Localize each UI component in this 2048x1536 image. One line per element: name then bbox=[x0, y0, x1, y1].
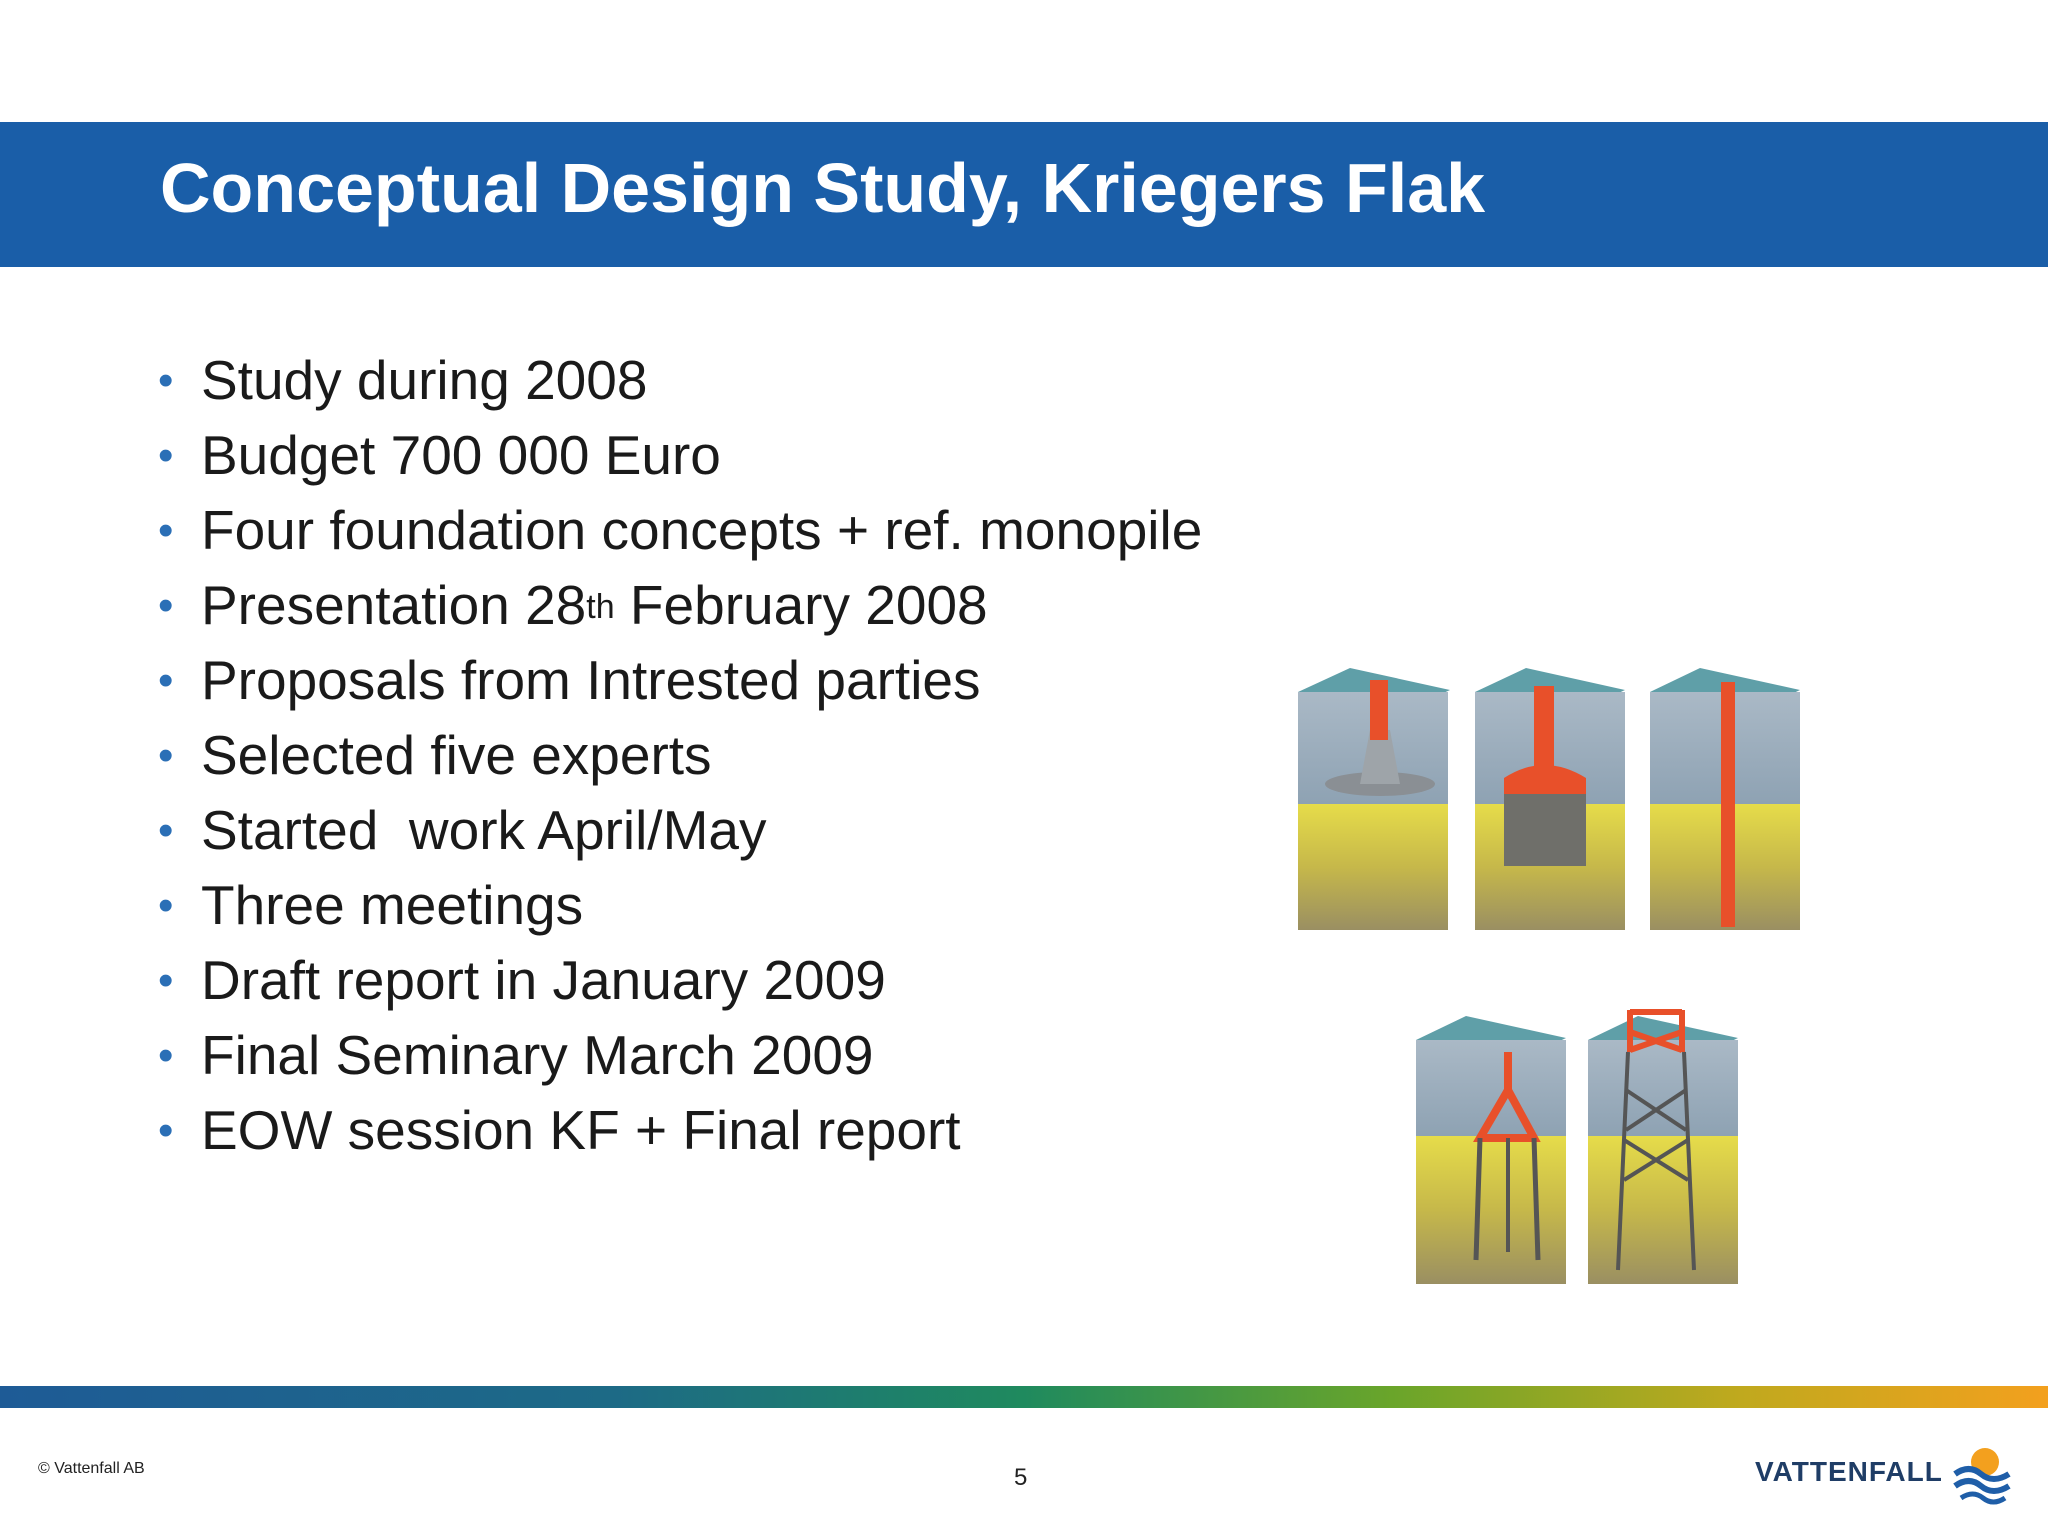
bullet-dot: • bbox=[158, 581, 174, 630]
bullet-dot: • bbox=[158, 806, 174, 855]
bullet-text: EOW session KF + Final report bbox=[201, 1099, 961, 1161]
bullet-dot: • bbox=[158, 356, 174, 405]
bullet-superscript: th bbox=[586, 588, 615, 626]
bullet-list: • Study during 2008 • Budget 700 000 Euro … bbox=[155, 343, 1202, 1168]
bullet-item: • Started work April/May bbox=[155, 793, 1202, 868]
bullet-dot: • bbox=[158, 656, 174, 705]
bullet-text-continued: February 2008 bbox=[614, 574, 988, 636]
bullet-item: • Final Seminary March 2009 bbox=[155, 1018, 1202, 1093]
bullet-text: Presentation 28 bbox=[201, 574, 587, 636]
bullet-item: • Three meetings bbox=[155, 868, 1202, 943]
slide-title: Conceptual Design Study, Kriegers Flak bbox=[160, 149, 1486, 227]
bullet-text: Three meetings bbox=[201, 874, 584, 936]
bullet-item: • Budget 700 000 Euro bbox=[155, 418, 1202, 493]
jacket-foundation-icon bbox=[1588, 1009, 1738, 1284]
bullet-text: Draft report in January 2009 bbox=[201, 949, 886, 1011]
bullet-text: Started work April/May bbox=[201, 799, 767, 861]
foundation-concepts-figure bbox=[1298, 668, 1800, 1284]
copyright-text: © Vattenfall AB bbox=[38, 1460, 145, 1477]
bullet-dot: • bbox=[158, 1031, 174, 1080]
vattenfall-logo: VATTENFALL bbox=[1755, 1440, 2015, 1506]
bullet-dot: • bbox=[158, 431, 174, 480]
bullet-item: • Presentation 28th February 2008 bbox=[155, 568, 1202, 643]
bullet-dot: • bbox=[158, 956, 174, 1005]
gravity-foundation-icon bbox=[1298, 668, 1450, 930]
tripod-foundation-icon bbox=[1416, 1016, 1566, 1284]
bullet-item: • Study during 2008 bbox=[155, 343, 1202, 418]
bullet-item: • Four foundation concepts + ref. monopil… bbox=[155, 493, 1202, 568]
bullet-text: Budget 700 000 Euro bbox=[201, 424, 721, 486]
bullet-item: • Draft report in January 2009 bbox=[155, 943, 1202, 1018]
monopile-foundation-icon bbox=[1650, 668, 1800, 930]
logo-sun-wave-icon bbox=[1953, 1448, 2011, 1505]
bullet-item: • EOW session KF + Final report bbox=[155, 1093, 1202, 1168]
footer-gradient-bar bbox=[0, 1386, 2048, 1408]
suction-bucket-foundation-icon bbox=[1475, 668, 1625, 930]
page-number: 5 bbox=[1014, 1464, 1028, 1491]
bullet-text: Final Seminary March 2009 bbox=[201, 1024, 874, 1086]
bullet-dot: • bbox=[158, 731, 174, 780]
bullet-dot: • bbox=[158, 506, 174, 555]
bullet-text: Proposals from Intrested parties bbox=[201, 649, 981, 711]
logo-wordmark: VATTENFALL bbox=[1755, 1456, 1943, 1487]
bullet-item: • Proposals from Intrested parties bbox=[155, 643, 1202, 718]
bullet-text: Selected five experts bbox=[201, 724, 712, 786]
bullet-dot: • bbox=[158, 881, 174, 930]
title-band bbox=[0, 122, 2048, 267]
bullet-text: Four foundation concepts + ref. monopile bbox=[201, 499, 1203, 561]
bullet-dot: • bbox=[158, 1106, 174, 1155]
bullet-item: • Selected five experts bbox=[155, 718, 1202, 793]
bullet-text: Study during 2008 bbox=[201, 349, 648, 411]
